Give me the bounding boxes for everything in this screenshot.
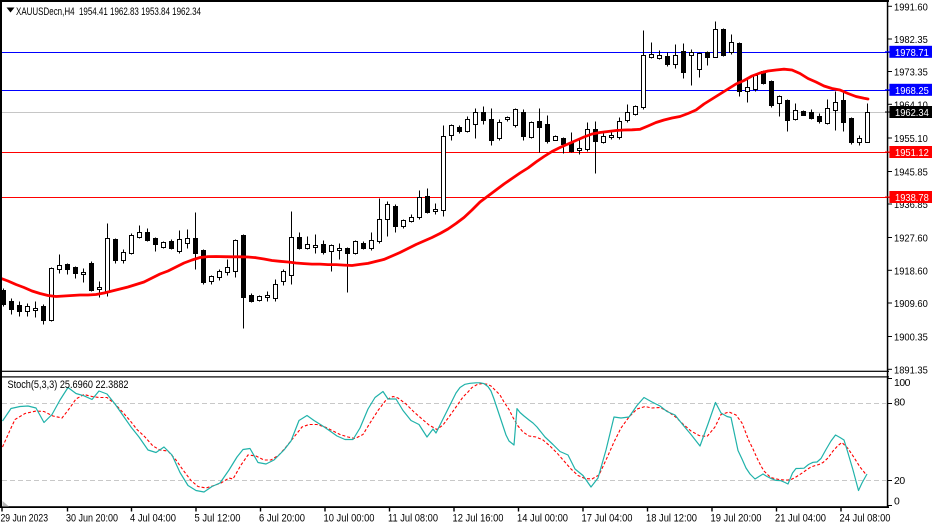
svg-text:10 Jul 00:00: 10 Jul 00:00: [324, 512, 375, 524]
svg-text:1962.34: 1962.34: [895, 108, 929, 119]
svg-text:1991.60: 1991.60: [894, 2, 928, 13]
svg-text:1936.85: 1936.85: [894, 200, 928, 211]
svg-text:24 Jul 08:00: 24 Jul 08:00: [840, 512, 891, 524]
svg-text:19 Jul 20:00: 19 Jul 20:00: [711, 512, 762, 524]
svg-text:1938.78: 1938.78: [895, 193, 929, 204]
svg-text:Stoch(5,3,3) 25.6960 22.3882: Stoch(5,3,3) 25.6960 22.3882: [8, 379, 129, 391]
svg-text:80: 80: [894, 398, 905, 409]
svg-text:1927.60: 1927.60: [894, 234, 928, 245]
svg-text:1968.25: 1968.25: [895, 86, 929, 97]
svg-text:30 Jun 20:00: 30 Jun 20:00: [66, 512, 118, 524]
svg-text:12 Jul 16:00: 12 Jul 16:00: [453, 512, 504, 524]
svg-text:11 Jul 08:00: 11 Jul 08:00: [388, 512, 438, 524]
svg-text:6 Jul 20:00: 6 Jul 20:00: [259, 512, 305, 524]
svg-text:4 Jul 04:00: 4 Jul 04:00: [130, 512, 176, 524]
svg-text:1973.35: 1973.35: [894, 68, 928, 79]
svg-text:5 Jul 12:00: 5 Jul 12:00: [195, 512, 241, 524]
svg-text:XAUUSDecn,H4 1954.41 1962.83: XAUUSDecn,H4 1954.41 1962.83 1953.84 196…: [16, 6, 201, 18]
svg-text:1964.10: 1964.10: [894, 100, 928, 111]
svg-text:100: 100: [894, 378, 911, 389]
svg-text:0: 0: [894, 497, 900, 508]
svg-text:1900.35: 1900.35: [894, 333, 928, 344]
svg-text:29 Jun 2023: 29 Jun 2023: [1, 512, 49, 524]
svg-text:14 Jul 00:00: 14 Jul 00:00: [517, 512, 568, 524]
svg-text:1945.85: 1945.85: [894, 168, 928, 179]
svg-text:1955.10: 1955.10: [894, 134, 928, 145]
svg-text:1951.12: 1951.12: [895, 148, 929, 159]
svg-text:1918.60: 1918.60: [894, 266, 928, 277]
svg-text:17 Jul 04:00: 17 Jul 04:00: [582, 512, 633, 524]
svg-text:1909.60: 1909.60: [894, 299, 928, 310]
svg-text:20: 20: [894, 476, 905, 487]
svg-text:21 Jul 04:00: 21 Jul 04:00: [775, 512, 826, 524]
svg-text:18 Jul 12:00: 18 Jul 12:00: [646, 512, 697, 524]
svg-text:1978.71: 1978.71: [895, 48, 929, 59]
svg-text:1982.35: 1982.35: [894, 35, 928, 46]
svg-text:1891.35: 1891.35: [894, 365, 928, 376]
